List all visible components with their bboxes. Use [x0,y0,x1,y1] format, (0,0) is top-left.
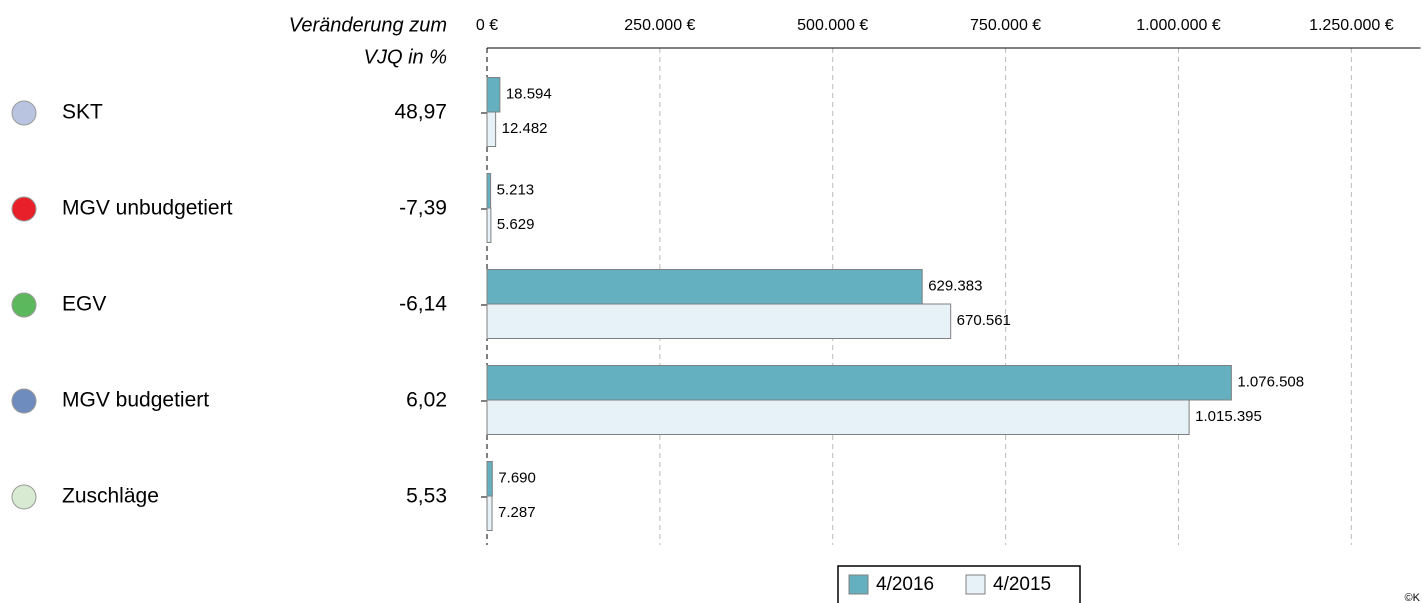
data-label: 5.213 [497,182,535,199]
category-label: Zuschläge [62,485,159,508]
change-value: -7,39 [399,197,447,220]
x-tick-label: 500.000 € [797,17,868,34]
bar [486,77,501,113]
bar [486,399,1190,435]
change-value: -6,14 [399,293,447,316]
change-value: 6,02 [406,389,447,412]
x-tick-label: 250.000 € [624,17,695,34]
data-label: 1.015.395 [1195,408,1262,425]
legend-swatch [848,574,869,595]
data-label: 1.076.508 [1237,374,1304,391]
category-label: SKT [62,101,103,124]
data-label: 5.629 [497,216,535,233]
bar [486,461,493,497]
category-dot [11,484,37,510]
legend-label: 4/2016 [876,574,934,595]
change-value: 48,97 [394,101,447,124]
x-tick-label: 1.000.000 € [1136,17,1221,34]
legend-swatch [965,574,986,595]
bar [486,207,492,243]
data-label: 12.482 [502,120,548,137]
bar [486,269,923,305]
bar [486,365,1232,401]
x-tick-label: 750.000 € [970,17,1041,34]
change-value: 5,53 [406,485,447,508]
legend-box [837,565,1081,603]
legend-label: 4/2015 [993,574,1051,595]
data-label: 629.383 [928,278,982,295]
category-dot [11,100,37,126]
data-label: 670.561 [957,312,1011,329]
data-label: 18.594 [506,86,552,103]
bar [486,303,952,339]
copyright: ©K [1405,592,1421,603]
x-tick-label: 1.250.000 € [1309,17,1394,34]
category-dot [11,292,37,318]
bar [486,173,492,209]
category-dot [11,388,37,414]
data-label: 7.287 [498,504,536,521]
change-header: Veränderung zum [289,14,447,36]
category-label: MGV unbudgetiert [62,197,233,220]
x-tick-label: 0 € [476,17,498,34]
category-label: EGV [62,293,106,316]
data-label: 7.690 [498,470,536,487]
category-label: MGV budgetiert [62,389,209,412]
category-dot [11,196,37,222]
change-header: VJQ in % [364,46,447,68]
bar [486,111,497,147]
bar [486,495,493,531]
